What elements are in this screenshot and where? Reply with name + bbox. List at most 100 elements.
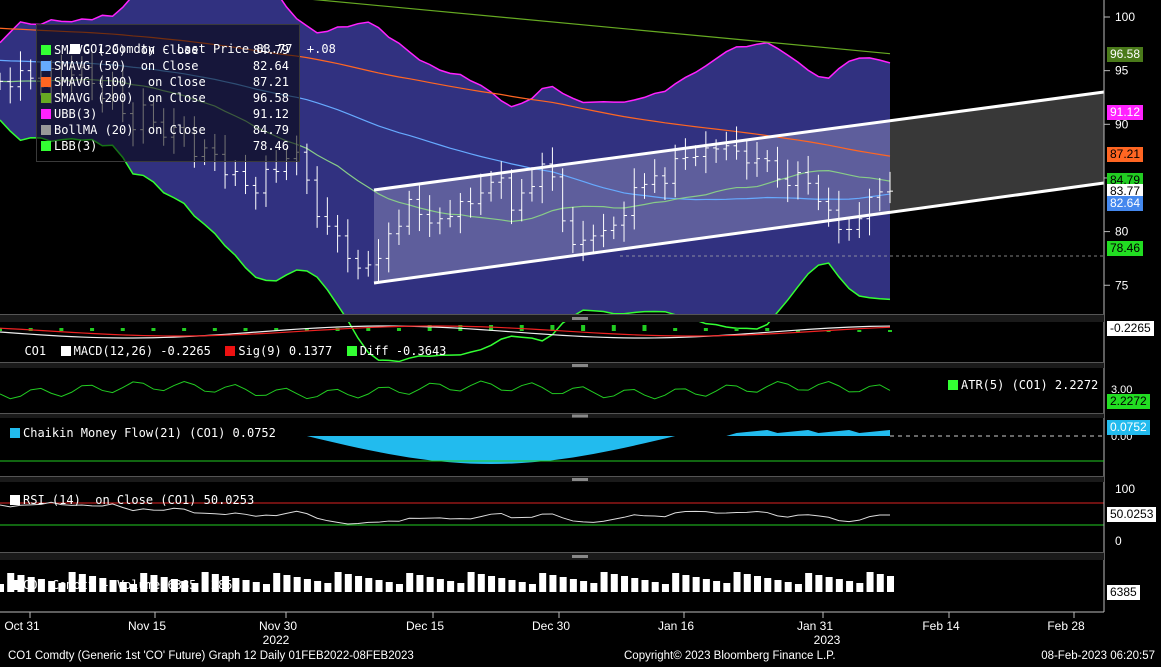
macd-tag: -0.2265 <box>1107 321 1154 336</box>
x-tick-label: Dec 15 <box>406 619 444 633</box>
rsi-tag: 50.0253 <box>1107 507 1157 522</box>
macd-diff-bar <box>212 328 217 331</box>
price-bar <box>457 192 464 234</box>
price-bar <box>252 176 259 210</box>
macd-diff-bar <box>734 328 739 331</box>
volume-bar <box>590 583 598 592</box>
price-bar <box>488 170 495 202</box>
volume-bar <box>201 572 209 592</box>
volume-bar <box>109 580 117 592</box>
y-tick-label: 90 <box>1115 117 1129 131</box>
volume-bar <box>815 575 823 592</box>
volume-bar <box>426 577 434 592</box>
volume-bar <box>344 574 352 592</box>
legend-label: SMAVG (200) on Close <box>54 91 206 105</box>
price-bar <box>754 142 761 177</box>
x-tick-label: Nov 15 <box>128 619 166 633</box>
price-bar <box>621 201 628 242</box>
price-bar <box>17 51 24 101</box>
legend-title-swatch <box>69 44 80 54</box>
price-bar <box>0 72 3 90</box>
volume-bar <box>314 581 322 592</box>
volume-bar <box>140 573 148 592</box>
rsi-tick-label: 100 <box>1115 482 1135 496</box>
legend-value: 91.12 <box>252 107 289 121</box>
macd-diff-bar <box>151 328 156 331</box>
legend-label: BollMA (20) on Close <box>54 123 206 137</box>
volume-bar <box>539 573 547 592</box>
price-bar <box>692 145 699 167</box>
price-bar <box>590 224 597 255</box>
x-tick-label: Feb 28 <box>1047 619 1085 633</box>
price-bar <box>436 207 443 235</box>
price-bar <box>549 147 556 191</box>
atr-tag: 2.2272 <box>1107 394 1150 409</box>
volume-bar <box>99 578 107 592</box>
legend-title-row: CO1 Comdty - Last Price 83.77 +.08 <box>41 27 336 56</box>
volume-bar <box>406 573 414 592</box>
volume-bar <box>89 576 97 592</box>
price-bar <box>569 206 576 254</box>
volume-bar <box>733 572 741 592</box>
price-bar <box>508 169 515 225</box>
volume-bar <box>610 574 618 592</box>
price-bar <box>232 160 239 186</box>
volume-bar <box>477 574 485 592</box>
rsi-swatch <box>10 495 20 505</box>
legend-label: SMAVG (50) on Close <box>54 59 199 73</box>
volume-bar <box>273 573 281 592</box>
legend-value: 87.21 <box>252 75 289 89</box>
x-year-label: 2023 <box>814 633 841 647</box>
price-bar <box>733 126 740 160</box>
x-tick-label: Feb 14 <box>922 619 960 633</box>
price-bar <box>774 146 781 188</box>
volume-bar <box>303 579 311 592</box>
price-bar <box>580 220 587 262</box>
macd-diff-bar <box>795 330 800 332</box>
volume-bar <box>754 576 762 592</box>
price-tag: 83.77 <box>1107 184 1144 200</box>
price-tag: 78.46 <box>1107 241 1144 257</box>
macd-diff-bar <box>59 328 64 331</box>
volume-bar <box>835 579 843 592</box>
volume-bar <box>559 577 567 592</box>
volume-bar <box>549 575 557 592</box>
price-bar <box>764 150 771 173</box>
pane-separator <box>0 552 1104 560</box>
volume-bar <box>846 581 854 592</box>
volume-bar <box>324 583 332 592</box>
price-bar <box>825 187 832 227</box>
pane-grip <box>572 414 588 418</box>
volume-bar <box>211 574 219 592</box>
price-bar <box>682 138 689 170</box>
price-bar <box>723 131 730 161</box>
volume-bar <box>334 572 342 592</box>
legend-label: SMAVG (20) on Close <box>54 43 199 57</box>
x-tick-label: Oct 31 <box>4 619 40 633</box>
volume-bar <box>232 578 240 592</box>
pane-separator <box>0 476 1104 482</box>
volume-tag: 6385 <box>1107 585 1140 600</box>
diff-swatch <box>346 346 357 356</box>
legend-title: CO1 Comdty - Last Price <box>82 42 250 56</box>
x-tick-label: Jan 16 <box>658 619 694 633</box>
legend-value: 82.64 <box>252 59 289 73</box>
x-tick-label: Nov 30 <box>259 619 297 633</box>
volume-bar <box>181 581 189 592</box>
sig-swatch <box>225 346 236 356</box>
macd-value: MACD(12,26) -0.2265 <box>73 344 211 358</box>
volume-bar <box>518 582 526 592</box>
rsi-tick-label: 0 <box>1115 534 1122 548</box>
legend-label: SMAVG (100) on Close <box>54 75 206 89</box>
macd-diff-bar <box>304 328 309 331</box>
volume-bar <box>661 584 669 592</box>
volume-bar <box>743 574 751 592</box>
price-bar <box>876 177 883 212</box>
macd-diff-bar <box>765 328 770 331</box>
macd-diff-bar <box>581 325 586 331</box>
volume-bar <box>621 576 629 592</box>
price-bar <box>815 174 822 211</box>
legend-swatch <box>41 77 51 87</box>
legend-swatch <box>41 93 51 103</box>
legend-row: SMAVG (100) on Close 87.21 <box>41 75 295 90</box>
